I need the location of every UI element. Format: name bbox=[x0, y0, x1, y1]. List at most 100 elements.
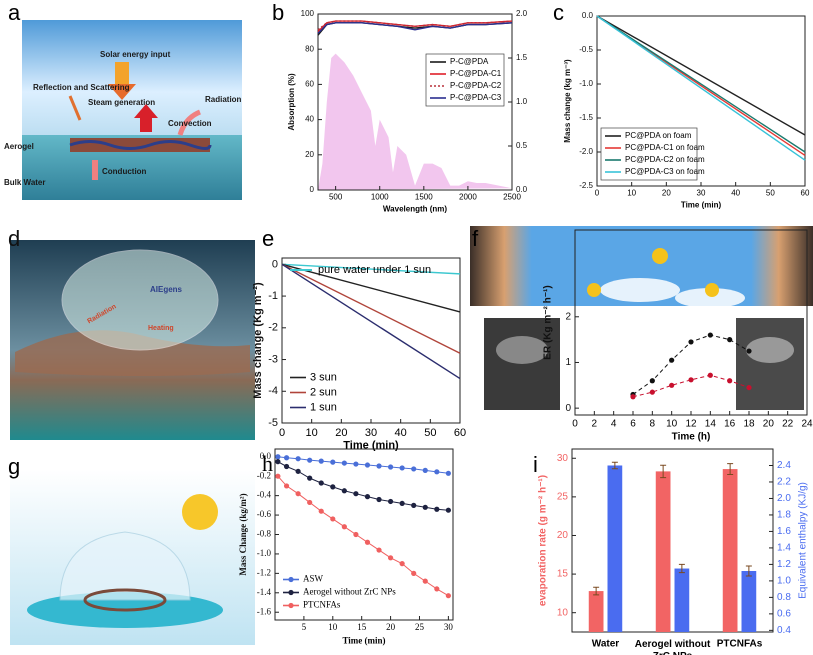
x-tick-label: 18 bbox=[743, 419, 755, 430]
x-axis-title: Time (min) bbox=[342, 636, 385, 646]
legend-label: PC@PDA-C1 on foam bbox=[625, 143, 705, 152]
y-tick-label: -1.0 bbox=[579, 79, 593, 88]
marker bbox=[746, 348, 752, 354]
error-bar bbox=[611, 461, 618, 470]
series-line bbox=[281, 263, 461, 354]
y2-tick-label: 1.8 bbox=[777, 510, 791, 521]
legend-label: P-C@PDA bbox=[450, 57, 489, 66]
dome bbox=[59, 531, 191, 601]
y-tick-label: 30 bbox=[557, 453, 569, 464]
y-tick-label: 0.0 bbox=[260, 451, 272, 461]
y2-tick-label: 2.2 bbox=[777, 477, 791, 488]
x-tick-label: 40 bbox=[395, 427, 407, 439]
marker bbox=[295, 491, 301, 497]
y-tick-label: 1 bbox=[565, 357, 571, 368]
y-tick-label: -2.5 bbox=[579, 181, 593, 190]
y2-tick-label: 1.0 bbox=[777, 576, 791, 587]
y-tick-label: -1.4 bbox=[257, 587, 272, 597]
marker bbox=[353, 531, 359, 538]
annotation: Radiation bbox=[205, 95, 242, 104]
marker bbox=[307, 475, 313, 481]
y2-tick-label: 2.4 bbox=[777, 460, 791, 471]
y2-tick-label: 0.8 bbox=[777, 592, 791, 603]
annotation: Steam generation bbox=[88, 98, 155, 107]
marker bbox=[364, 539, 371, 545]
x-tick-label: 50 bbox=[424, 427, 436, 439]
y-tick-label: 0 bbox=[272, 258, 278, 270]
sun bbox=[705, 283, 719, 297]
legend-label: Aerogel without ZrC NPs bbox=[303, 587, 396, 597]
series-line bbox=[277, 475, 449, 597]
legend-marker bbox=[288, 576, 294, 583]
x-tick-label: 20 bbox=[662, 188, 671, 197]
solar-arrow-head bbox=[108, 84, 136, 100]
series-line bbox=[281, 263, 461, 380]
series-line bbox=[317, 20, 513, 31]
panel-label: h bbox=[262, 451, 273, 476]
annotation: Bulk Water bbox=[4, 178, 46, 187]
y2-tick-label: 1.5 bbox=[516, 53, 528, 62]
marker bbox=[275, 459, 281, 465]
legend-marker bbox=[288, 602, 294, 609]
illustration-g: g bbox=[8, 454, 255, 645]
marker bbox=[688, 339, 694, 345]
x-tick-label: 14 bbox=[705, 419, 717, 430]
marker bbox=[387, 555, 394, 561]
legend-label: ASW bbox=[303, 574, 324, 584]
y-tick-label: -0.2 bbox=[257, 470, 271, 480]
x-tick-label: 1500 bbox=[415, 192, 433, 201]
marker bbox=[283, 463, 290, 470]
error-bar bbox=[660, 464, 667, 479]
conduction-arrow bbox=[92, 160, 98, 180]
y2-tick-label: 2.0 bbox=[516, 9, 528, 18]
x-tick-label: 12 bbox=[685, 419, 697, 430]
marker bbox=[353, 491, 359, 497]
legend-label: PC@PDA-C2 on foam bbox=[625, 155, 705, 164]
series-line bbox=[281, 263, 461, 275]
marker bbox=[275, 454, 281, 460]
marker bbox=[387, 464, 394, 470]
solar-arrow bbox=[115, 62, 129, 84]
panel-label: i bbox=[533, 452, 538, 477]
error-bar bbox=[678, 563, 685, 574]
x-axis-title: Wavelength (nm) bbox=[383, 204, 447, 213]
y2-tick-label: 0.6 bbox=[777, 609, 791, 620]
marker bbox=[434, 586, 440, 592]
x-tick-label: 20 bbox=[335, 427, 347, 439]
legend-label: 1 sun bbox=[310, 401, 337, 413]
marker bbox=[307, 457, 313, 463]
annotation: Solar energy input bbox=[100, 50, 171, 59]
y2-tick-label: 0.5 bbox=[516, 141, 528, 150]
marker bbox=[318, 458, 324, 464]
x-tick-label: 10 bbox=[666, 419, 678, 430]
x-axis-title: Time (min) bbox=[343, 439, 399, 451]
marker bbox=[445, 470, 451, 476]
legend-label: PC@PDA on foam bbox=[625, 131, 692, 140]
x-tick-label: 60 bbox=[454, 427, 466, 439]
legend-marker bbox=[288, 589, 294, 596]
panel-label: a bbox=[8, 0, 21, 25]
y-tick-label: 25 bbox=[557, 492, 569, 503]
legend-label: 3 sun bbox=[310, 371, 337, 383]
x-tick-label: Water bbox=[592, 639, 620, 650]
x-tick-label: 2000 bbox=[459, 192, 477, 201]
series-line bbox=[317, 22, 513, 34]
y-tick-label: -0.4 bbox=[257, 490, 272, 500]
y-tick-label: -1.0 bbox=[257, 548, 272, 558]
y-tick-label: -1.5 bbox=[579, 113, 593, 122]
x-tick-label: 0 bbox=[279, 427, 285, 439]
plot-frame bbox=[571, 448, 774, 633]
y-tick-label: 20 bbox=[305, 150, 314, 159]
marker bbox=[283, 455, 290, 461]
y2-tick-label: 0.4 bbox=[777, 625, 791, 636]
marker bbox=[411, 466, 417, 472]
marker bbox=[318, 480, 324, 486]
marker bbox=[434, 506, 440, 512]
photo-sample bbox=[496, 336, 548, 364]
marker bbox=[295, 456, 301, 462]
marker bbox=[341, 460, 347, 466]
annotation: Reflection and Scattering bbox=[33, 83, 130, 92]
bar bbox=[588, 591, 604, 632]
